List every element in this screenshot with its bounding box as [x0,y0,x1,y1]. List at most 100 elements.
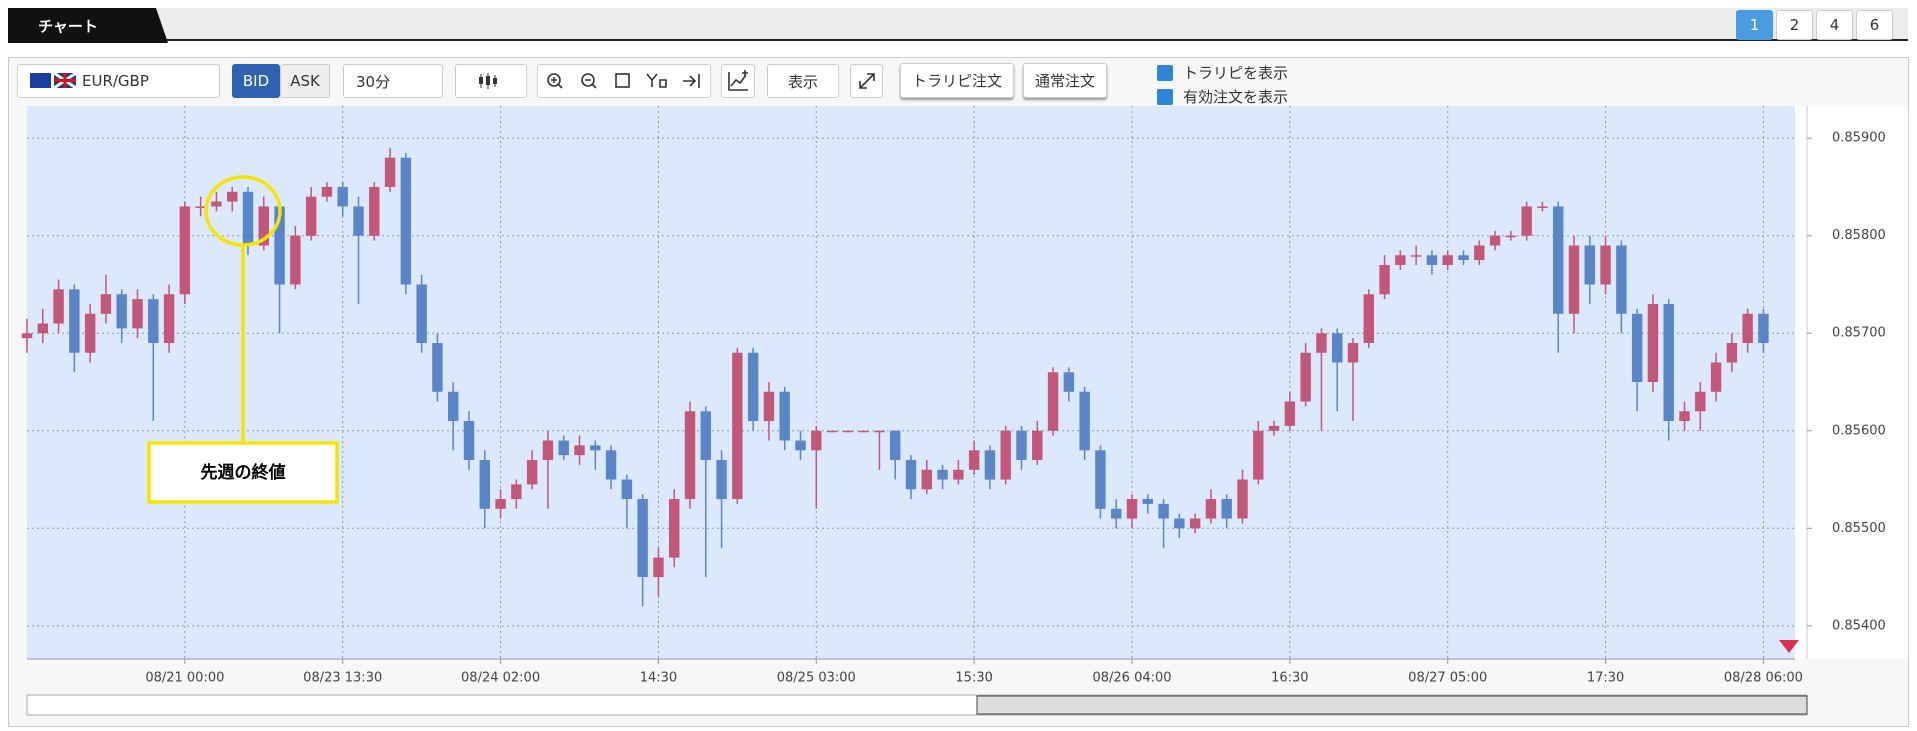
y-tick-label: 0.85500 [1832,521,1886,536]
y-tick-label: 0.85600 [1832,423,1886,438]
page-button[interactable]: 6 [1856,10,1893,40]
candle-body [716,460,727,500]
candle-body [605,450,617,480]
candle-body [1695,391,1706,412]
tab-label: チャート [38,18,98,36]
candle-body [1111,508,1122,519]
candle-body [1521,206,1532,236]
candle-body [842,430,854,433]
candle-body [890,430,901,461]
candle-body [69,289,80,353]
display-button[interactable]: 表示 [767,64,839,98]
x-tick-label: 14:30 [640,671,677,686]
tab[interactable]: チャート [8,8,168,43]
candle-body [1379,264,1390,295]
candle-body [21,333,33,339]
candle-body [132,299,143,329]
interval-select[interactable]: 30分 [343,64,443,98]
candle-body [1395,255,1406,265]
zoom-tools[interactable] [537,64,711,98]
candle-icon [479,73,497,89]
ask-button[interactable]: ASK [280,64,330,98]
page-button[interactable]: 4 [1816,10,1853,40]
candle-body [637,499,648,578]
chart-type-select[interactable] [455,64,527,98]
candle-body [53,289,64,324]
normal-order-button[interactable]: 通常注文 [1023,63,1107,98]
candle-body [526,460,538,485]
pair: EUR/GBP [82,72,149,90]
bid-button[interactable]: BID [232,64,280,98]
plot-area [27,106,1795,659]
y-tick-label: 0.85800 [1832,228,1886,243]
candle-body [148,299,159,343]
candle-body [353,206,364,236]
candle-body [621,479,633,500]
candle-body [1505,235,1517,238]
trarip-order-button[interactable]: トラリピ注文 [900,63,1014,98]
candle-body [1363,294,1374,343]
candle-body [542,440,554,461]
candle-body [1631,313,1643,383]
candle-body [337,186,348,207]
candle-body [968,450,980,470]
candle-body [1205,499,1217,519]
pair-select[interactable]: EUR/GBP [17,64,220,98]
candle-body [826,430,838,433]
candle-body [384,157,396,187]
page-button[interactable]: 1 [1736,10,1773,40]
x-tick-label: 08/27 05:00 [1408,671,1487,686]
candle-body [763,391,775,422]
price-marker [1779,640,1799,653]
candle-body [1663,303,1674,422]
candle-body [1142,499,1153,504]
candle-body [305,196,317,236]
candle-body [779,391,790,441]
expand-button[interactable] [850,64,883,98]
indicator-button[interactable] [721,64,755,98]
x-tick-label: 08/28 06:00 [1724,671,1803,686]
candle-body [195,206,206,208]
candle-body [1710,362,1722,392]
candle-body [1568,245,1580,314]
flags [30,73,77,89]
x-tick-label: 08/21 00:00 [145,671,224,686]
candle-body [1032,430,1043,461]
candle-body [905,460,917,490]
checkbox-row[interactable]: トラリピを表示 [1157,61,1288,85]
candle-body [1079,391,1090,451]
candle-body [1410,255,1422,257]
candle-body [1095,450,1106,509]
checkbox-row[interactable]: 有効注文を表示 [1157,85,1288,109]
page-button[interactable]: 2 [1776,10,1813,40]
candle-body [227,191,238,202]
candle-body [1616,245,1627,314]
candle-body [1553,206,1564,314]
candle-body [163,294,175,343]
y-tick-label: 0.85900 [1832,131,1886,146]
candle-body [937,469,948,480]
indicator-icon [728,70,748,91]
candle-body [1284,401,1296,426]
scroll-thumb[interactable] [976,695,1808,715]
candle-body [1221,499,1232,519]
candle-body [1174,518,1185,529]
candle-body [858,430,869,433]
candle-body [1300,352,1311,402]
candle-body [1237,479,1248,519]
candle-body [1016,430,1027,461]
x-tick-label: 15:30 [955,671,992,686]
candle-body [558,440,569,456]
candle-body [700,411,711,461]
candle-body [179,206,191,295]
candle-body [1758,313,1769,343]
candle-body [116,294,127,329]
candle-body [369,186,380,236]
candle-body [1742,313,1753,343]
candle-body [290,235,301,285]
candle-body [732,352,743,500]
x-tick-label: 08/26 04:00 [1092,671,1171,686]
candle-body [84,313,96,353]
candle-body [574,445,585,456]
